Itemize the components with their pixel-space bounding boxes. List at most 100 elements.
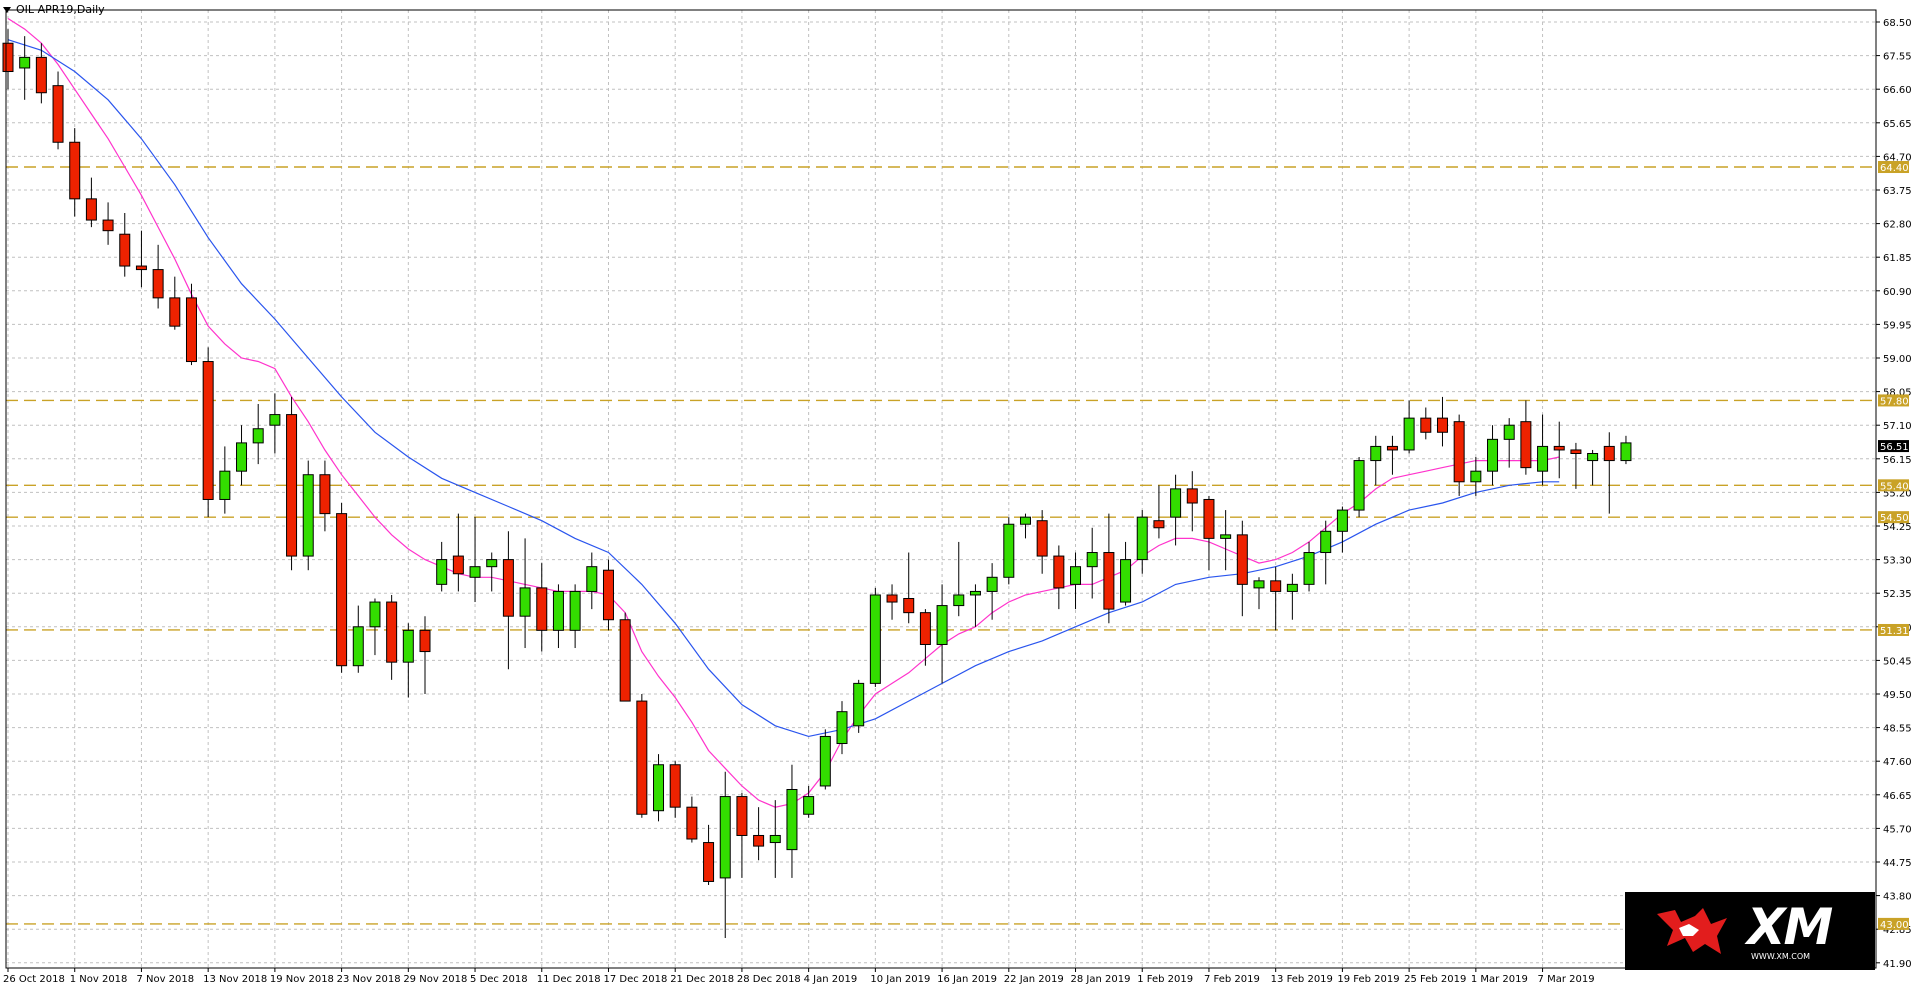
candle [35,43,47,104]
candle-body [352,626,364,667]
level-tag-label: 57.80 [1880,396,1909,407]
candle [1570,442,1582,489]
candle-body [703,842,715,882]
candle [1070,552,1082,610]
candle-body [135,265,147,271]
candle [819,729,831,790]
candle [1336,506,1348,553]
candle [986,563,998,620]
candle [869,587,881,687]
candle [936,584,948,684]
candle-body [386,601,398,663]
candle-body [35,56,47,94]
candle-body [1220,534,1232,539]
candle-body [886,594,898,603]
candles [2,29,1632,939]
candle [853,679,865,733]
candle-body [1620,442,1632,462]
x-tick-label: 23 Nov 2018 [337,974,401,985]
candle-body [185,297,197,363]
x-tick-label: 17 Dec 2018 [603,974,667,985]
candle [769,800,781,878]
candle-body [202,361,214,500]
candle [1420,407,1432,440]
candle-body [602,569,614,621]
x-tick-label: 1 Feb 2019 [1137,974,1193,985]
candle [152,244,164,309]
candle-body [436,559,448,585]
candle [903,552,915,624]
candle [1403,400,1415,454]
candle [1170,474,1182,546]
candle [1520,400,1532,475]
candle [1503,418,1515,468]
candle-body [1003,523,1015,578]
candle-body [1086,552,1098,568]
candle-body [469,566,481,578]
time-axis[interactable]: 26 Oct 2018 1 Nov 2018 7 Nov 2018 13 Nov 20… [3,968,1595,985]
candle [1103,513,1115,624]
candle [252,403,264,465]
candle-body [1120,559,1132,603]
candle [386,594,398,680]
candle-body [536,587,548,631]
candle-body [302,474,314,557]
candle-body [669,764,681,808]
candle [1453,414,1465,496]
candle [319,460,331,532]
x-tick-label: 22 Jan 2019 [1004,974,1064,985]
level-tag-bg [1878,161,1909,174]
logo-url: WWW.XM.COM [1751,952,1811,961]
y-tick-label: 54.25 [1883,522,1912,533]
current-price-tag-bg [1878,440,1909,453]
candle-body [2,42,14,73]
candle [519,538,531,649]
price-axis[interactable]: 68.50 67.55 66.60 65.65 64.70 63.75 62.80 61.85… [1876,18,1912,970]
y-tick-label: 43.80 [1883,892,1912,903]
candle-body [1603,445,1615,462]
y-tick-label: 68.50 [1883,18,1912,29]
candle-body [953,594,965,607]
candle [169,276,181,330]
candle [703,824,715,885]
candle-body [819,735,831,787]
x-tick-label: 28 Dec 2018 [737,974,801,985]
candle [686,796,698,843]
x-tick-label: 25 Feb 2019 [1404,974,1466,985]
candle [1153,485,1165,539]
candle [2,29,14,90]
y-tick-label: 41.90 [1883,959,1912,970]
symbol-title[interactable]: OIL-APR19,Daily [3,3,105,16]
candle [536,563,548,652]
x-tick-label: 13 Feb 2019 [1271,974,1333,985]
candle [219,446,231,514]
candle [102,202,114,245]
y-tick-label: 47.60 [1883,757,1912,768]
moving-average-line [7,17,1560,808]
dropdown-triangle-icon[interactable] [3,7,11,13]
x-tick-label: 13 Nov 2018 [203,974,267,985]
candle [1386,435,1398,475]
candle-body [1170,488,1182,518]
candle-body [853,682,865,727]
candle [552,584,564,649]
level-tag-bg [1878,917,1909,930]
candle-body [119,233,131,267]
y-tick-label: 42.85 [1883,925,1912,936]
candle-body [1103,552,1115,610]
y-tick-label: 64.70 [1883,152,1912,163]
candle [336,503,348,673]
candle [719,771,731,939]
candle [202,347,214,518]
candle-body [19,56,31,69]
candle-body [169,297,181,327]
candle [19,36,31,100]
chart-frame [5,9,1877,969]
candle [469,517,481,603]
candle [1253,577,1265,610]
candle-body [653,764,665,812]
candle [1303,541,1315,592]
candle [302,460,314,571]
